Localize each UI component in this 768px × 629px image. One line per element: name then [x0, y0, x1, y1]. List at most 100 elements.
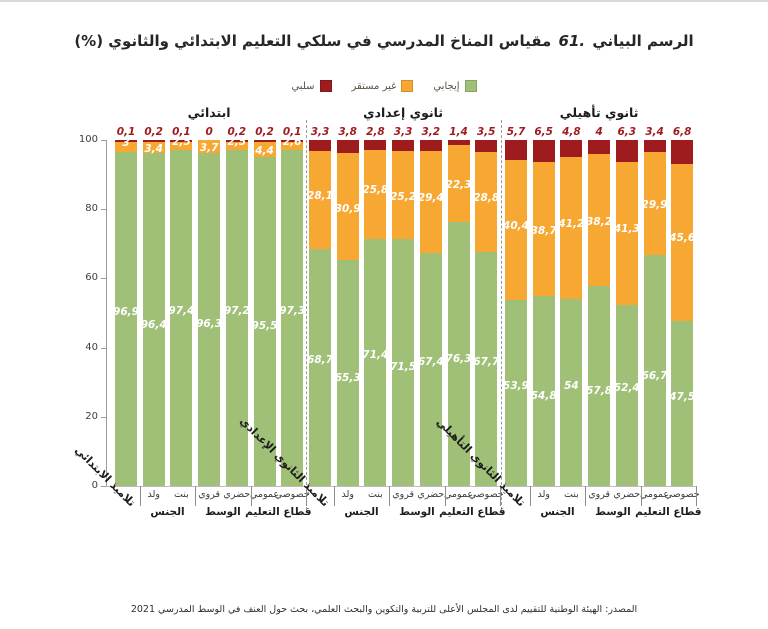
value-label-positive: 67,7 [473, 355, 500, 368]
segment-unstable [447, 144, 470, 222]
group-separator [306, 120, 307, 510]
x-axis-sub-label: ولد [341, 489, 354, 500]
x-axis-sub-label: قروي [588, 489, 610, 500]
stacked-bar [198, 140, 221, 486]
stacked-bar [532, 140, 555, 486]
segment-negative [115, 140, 137, 142]
value-label-unstable: 41,3 [613, 223, 640, 236]
stacked-bar [336, 140, 359, 486]
stacked-bar [225, 140, 248, 486]
segment-unstable [505, 159, 527, 300]
segment-negative [142, 140, 165, 142]
value-label-positive: 97,3 [279, 305, 306, 318]
segment-negative [447, 140, 470, 145]
x-axis-sub-label: ولد [537, 489, 550, 500]
x-axis-category-label: الجنس [344, 506, 379, 518]
x-axis-category-label: الجنس [150, 506, 185, 518]
x-axis-baseline [106, 486, 697, 487]
segment-negative [170, 140, 193, 142]
value-label-unstable: 41,2 [558, 217, 585, 230]
x-axis-sub-label: حضري [223, 489, 251, 500]
value-label-positive: 54,8 [530, 390, 557, 403]
segment-negative [671, 140, 694, 164]
x-axis-sub-label: عمومي [639, 489, 670, 500]
value-label-unstable: 38,7 [530, 225, 557, 238]
segment-unstable [671, 163, 694, 322]
value-label-negative: 0,2 [227, 126, 247, 138]
x-axis-category-label: قطاع التعليم [635, 506, 702, 518]
legend-label: إيجابي [433, 80, 460, 92]
y-axis-label: 60 [85, 272, 98, 284]
x-axis-category-label: قطاع التعليم [439, 506, 506, 518]
value-label-unstable: 2,6 [282, 135, 302, 148]
segment-positive [142, 153, 165, 486]
y-axis-label: 80 [85, 203, 98, 215]
x-axis-separator [139, 486, 141, 506]
value-label-unstable: 45,6 [669, 232, 696, 245]
value-label-unstable: 25,8 [362, 184, 389, 197]
x-axis-separator [529, 486, 531, 506]
segment-negative [225, 140, 248, 142]
segment-positive [588, 286, 611, 486]
y-axis-tick [101, 140, 106, 141]
value-label-negative: 1,4 [449, 126, 468, 138]
stacked-bar [475, 140, 498, 486]
chart-title: الرسم البياني 61. مقياس المناخ المدرسي ف… [0, 32, 768, 50]
segment-positive [392, 238, 415, 486]
segment-unstable [309, 151, 331, 249]
x-axis-sub-label: ولد [147, 489, 160, 500]
value-label-negative: 0,1 [172, 126, 191, 138]
value-label-negative: 0,2 [255, 126, 274, 138]
y-axis-label: 0 [91, 480, 98, 491]
value-label-unstable: 38,2 [586, 215, 613, 228]
stacked-bar [253, 140, 276, 486]
stacked-bar [364, 140, 387, 486]
segment-unstable [142, 141, 165, 154]
value-label-negative: 6,8 [672, 126, 692, 138]
value-label-unstable: 2,5 [227, 135, 247, 148]
value-label-positive: 97,4 [168, 305, 195, 318]
x-axis-sub-label: خصوصي [274, 489, 310, 500]
value-label-positive: 65,3 [334, 372, 361, 385]
segment-unstable [253, 141, 276, 157]
value-label-negative: 3,4 [645, 126, 664, 138]
stacked-bar [309, 140, 331, 486]
value-label-positive: 76,3 [445, 353, 472, 365]
value-label-positive: 57,8 [586, 385, 613, 397]
x-axis-sub-label: خصوصي [468, 489, 504, 500]
x-axis-separator [640, 486, 642, 506]
value-label-positive: 71,4 [362, 349, 389, 362]
y-axis-label: 20 [85, 410, 98, 422]
stacked-bar [281, 140, 304, 486]
chart-number: 61. [558, 32, 586, 50]
value-label-negative: 3,3 [310, 126, 330, 138]
segment-positive [253, 156, 276, 486]
y-axis-tick [101, 416, 106, 418]
segment-positive [281, 150, 304, 486]
segment-unstable [419, 151, 442, 253]
segment-unstable [115, 141, 137, 152]
value-label-negative: 3,2 [421, 126, 441, 138]
value-label-unstable: 22,3 [445, 179, 472, 192]
segment-positive [309, 248, 331, 486]
x-axis-sub-label: بنت [563, 489, 579, 500]
y-axis-tick [101, 486, 106, 487]
segment-negative [281, 140, 304, 142]
segment-positive [336, 260, 359, 486]
segment-unstable [336, 153, 359, 261]
stacked-bar [419, 140, 442, 486]
segment-negative [309, 140, 331, 152]
segment-negative [392, 140, 415, 152]
x-axis-sub-label: خصوصي [664, 489, 700, 500]
value-label-unstable: 28,8 [473, 191, 500, 204]
stacked-bar [671, 140, 694, 486]
group-header: ثانوي إعدادي [363, 105, 444, 120]
chart-title-text: مقياس المناخ المدرسي في سلكي التعليم الا… [74, 32, 552, 50]
value-label-positive: 96,3 [196, 318, 223, 331]
legend-label: غير مستقر [351, 80, 397, 92]
value-label-positive: 97,2 [223, 305, 250, 318]
value-label-negative: 6,3 [617, 126, 637, 138]
segment-unstable [643, 151, 666, 256]
x-axis-separator [389, 486, 391, 506]
